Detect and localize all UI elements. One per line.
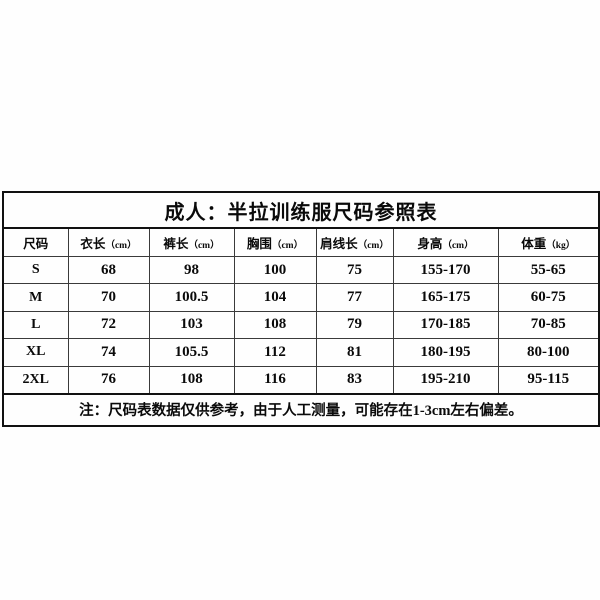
table-row: XL 74 105.5 112 81 180-195 80-100 [2, 338, 600, 367]
size-chart-block: 成人：半拉训练服尺码参照表 尺码 衣长（cm） 裤长（cm） 胸围（cm） [2, 191, 600, 427]
column-header-height: 身高（cm） [392, 227, 499, 257]
size-chart-table: 成人：半拉训练服尺码参照表 尺码 衣长（cm） 裤长（cm） 胸围（cm） [2, 191, 600, 427]
column-header-pants-length: 裤长（cm） [148, 227, 235, 257]
cell-coat-length: 70 [67, 283, 150, 312]
column-header-shoulder-unit: （cm） [357, 241, 389, 251]
column-header-weight-unit: （kg） [546, 241, 576, 251]
cell-pants-length: 100.5 [148, 283, 235, 312]
cell-coat-length: 76 [67, 365, 150, 395]
cell-shoulder: 77 [315, 283, 394, 312]
cell-chest: 112 [233, 338, 317, 367]
cell-shoulder: 81 [315, 338, 394, 367]
column-header-coat-length-label: 衣长 [80, 237, 106, 251]
column-header-chest-label: 胸围 [246, 237, 272, 251]
chart-title: 成人：半拉训练服尺码参照表 [3, 192, 600, 229]
cell-shoulder: 79 [315, 310, 394, 340]
column-header-size: 尺码 [2, 227, 69, 257]
cell-shoulder: 83 [315, 365, 394, 395]
cell-chest: 104 [233, 283, 317, 312]
cell-height: 180-195 [392, 338, 499, 367]
cell-shoulder: 75 [315, 255, 394, 285]
cell-weight: 80-100 [497, 338, 600, 367]
table-note-row: 注：尺码表数据仅供参考，由于人工测量，可能存在1-3cm左右偏差。 [3, 392, 600, 426]
column-header-shoulder: 肩线长（cm） [315, 227, 394, 257]
column-header-size-label: 尺码 [23, 237, 49, 251]
cell-height: 170-185 [392, 310, 499, 340]
cell-pants-length: 98 [148, 255, 235, 285]
cell-size: S [2, 255, 69, 285]
cell-weight: 95-115 [497, 365, 600, 395]
cell-size: L [2, 310, 69, 340]
table-row: S 68 98 100 75 155-170 55-65 [2, 255, 600, 285]
cell-pants-length: 108 [148, 365, 235, 395]
cell-coat-length: 74 [67, 338, 150, 367]
table-header-row: 尺码 衣长（cm） 裤长（cm） 胸围（cm） 肩线长（cm） [2, 227, 600, 257]
column-header-chest: 胸围（cm） [233, 227, 317, 257]
column-header-weight-label: 体重 [521, 237, 547, 251]
cell-coat-length: 72 [67, 310, 150, 340]
cell-coat-length: 68 [67, 255, 150, 285]
cell-chest: 108 [233, 310, 317, 340]
column-header-chest-unit: （cm） [271, 241, 304, 251]
measurement-note: 注：尺码表数据仅供参考，由于人工测量，可能存在1-3cm左右偏差。 [3, 392, 600, 426]
cell-height: 165-175 [392, 283, 499, 312]
cell-height: 195-210 [392, 365, 499, 395]
table-row: M 70 100.5 104 77 165-175 60-75 [2, 283, 600, 312]
table-title-row: 成人：半拉训练服尺码参照表 [3, 192, 600, 229]
column-header-pants-length-label: 裤长 [163, 237, 189, 251]
column-header-coat-length-unit: （cm） [105, 241, 137, 251]
cell-chest: 116 [233, 365, 317, 395]
column-header-pants-length-unit: （cm） [188, 241, 220, 251]
table-row: L 72 103 108 79 170-185 70-85 [2, 310, 600, 340]
column-header-weight: 体重（kg） [497, 227, 600, 257]
column-header-coat-length: 衣长（cm） [67, 227, 150, 257]
cell-height: 155-170 [392, 255, 499, 285]
table-row: 2XL 76 108 116 83 195-210 95-115 [2, 365, 600, 395]
cell-size: XL [2, 338, 69, 367]
cell-pants-length: 103 [148, 310, 235, 340]
cell-chest: 100 [233, 255, 317, 285]
cell-weight: 55-65 [497, 255, 600, 285]
cell-size: M [2, 283, 69, 312]
column-header-height-label: 身高 [417, 237, 443, 251]
column-header-shoulder-label: 肩线长 [320, 237, 358, 251]
cell-weight: 60-75 [497, 283, 600, 312]
cell-pants-length: 105.5 [148, 338, 235, 367]
cell-size: 2XL [2, 365, 69, 395]
cell-weight: 70-85 [497, 310, 600, 340]
column-header-height-unit: （cm） [442, 241, 474, 251]
